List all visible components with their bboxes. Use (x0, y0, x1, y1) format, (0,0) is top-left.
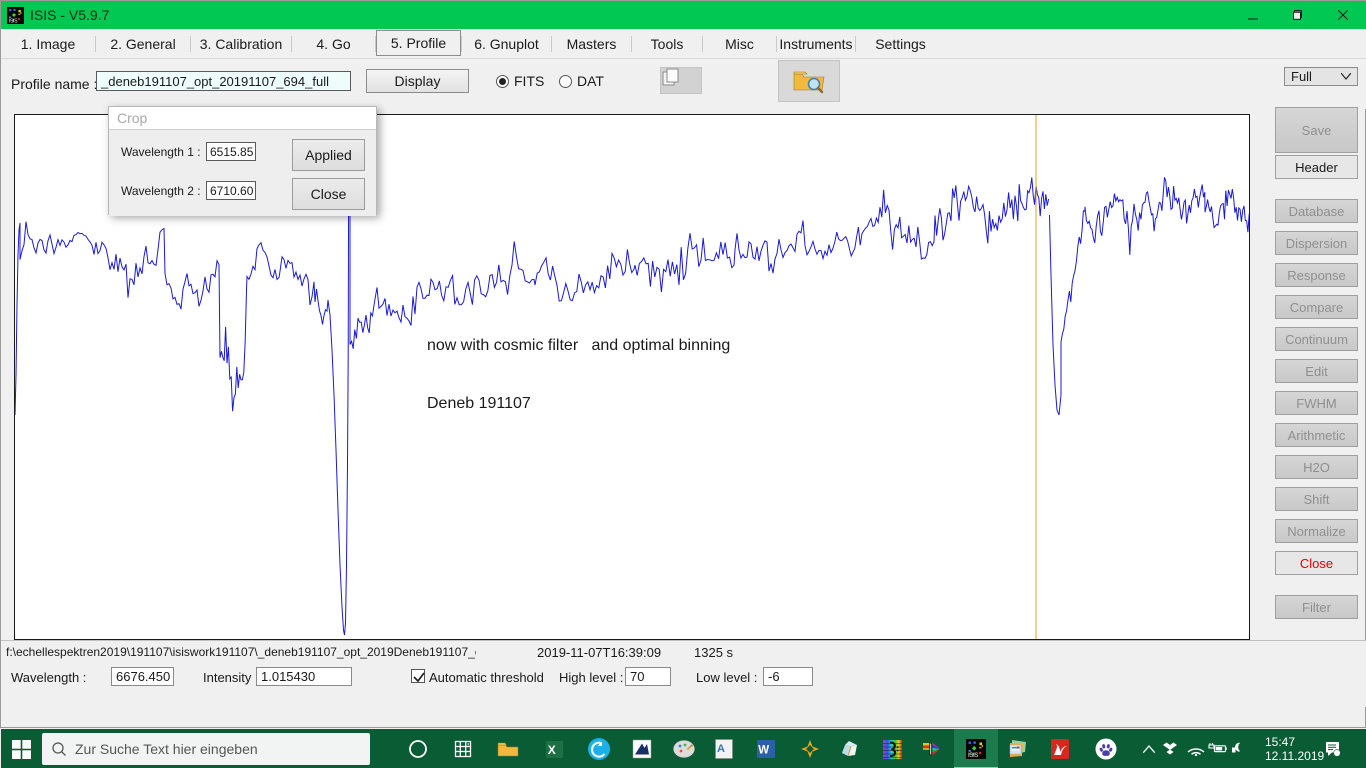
svg-text:W: W (758, 745, 769, 757)
svg-text:A: A (717, 743, 725, 755)
svg-text:ISIS: ISIS (968, 753, 978, 759)
svg-text:ISIS: ISIS (9, 18, 18, 24)
svg-text:X: X (547, 743, 555, 757)
